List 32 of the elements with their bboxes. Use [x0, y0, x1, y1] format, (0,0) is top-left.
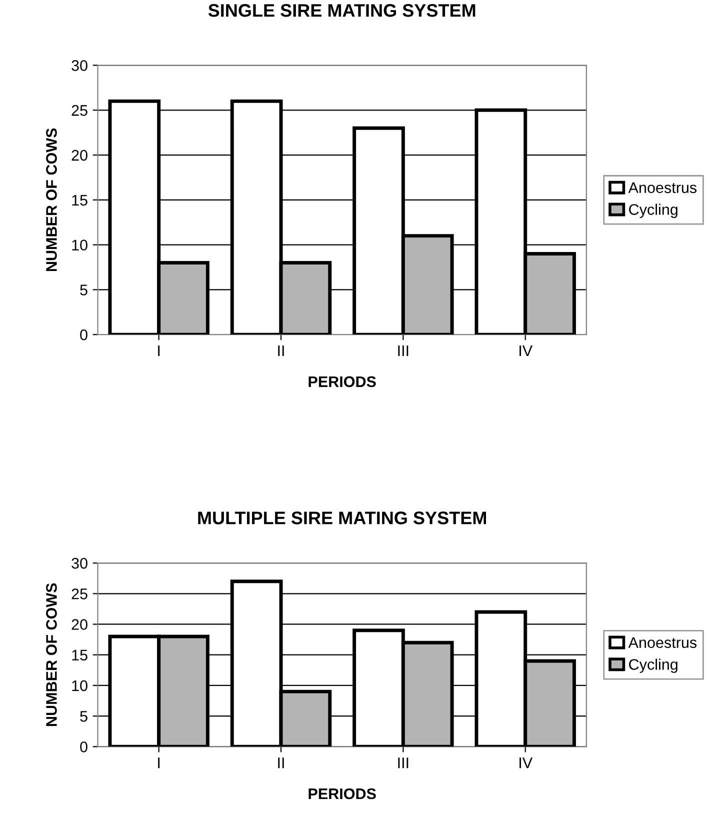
x-tick-label: IV — [520, 346, 533, 356]
y-tick-label: 10 — [72, 240, 88, 250]
chart-title: SINGLE SIRE MATING SYSTEM — [208, 4, 476, 17]
x-tick-label: I — [158, 758, 160, 768]
x-tick-label: II — [278, 758, 284, 768]
x-tick-label: III — [398, 346, 408, 356]
y-tick-label: 10 — [72, 680, 88, 692]
chart-title: MULTIPLE SIRE MATING SYSTEM — [198, 512, 486, 524]
y-tick-label: 15 — [72, 650, 88, 661]
y-tick-label: 25 — [72, 588, 88, 600]
y-tick-label: 20 — [72, 150, 88, 161]
legend-label: Cycling — [629, 658, 678, 673]
y-tick-label: 5 — [80, 711, 88, 722]
legend-label: Anoestrus — [628, 182, 697, 194]
y-tick-label: 30 — [72, 558, 88, 569]
x-tick-label: II — [278, 346, 284, 356]
x-axis-title: PERIODS — [308, 376, 376, 388]
legend-label: Cycling — [629, 204, 678, 218]
y-tick-label: 0 — [80, 329, 88, 340]
y-axis-title: NUMBER OF COWS — [46, 583, 57, 726]
y-tick-label: 25 — [72, 105, 88, 116]
y-tick-label: 5 — [80, 284, 88, 296]
x-tick-label: III — [398, 758, 408, 768]
y-axis-title: NUMBER OF COWS — [46, 128, 57, 272]
y-tick-label: 30 — [72, 60, 88, 71]
x-tick-label: IV — [520, 758, 533, 768]
y-tick-label: 20 — [72, 619, 88, 630]
legend-label: Anoestrus — [628, 637, 697, 648]
y-tick-label: 0 — [80, 742, 88, 752]
x-axis-title: PERIODS — [308, 788, 376, 800]
y-tick-label: 15 — [72, 194, 88, 206]
x-tick-label: I — [158, 346, 160, 356]
